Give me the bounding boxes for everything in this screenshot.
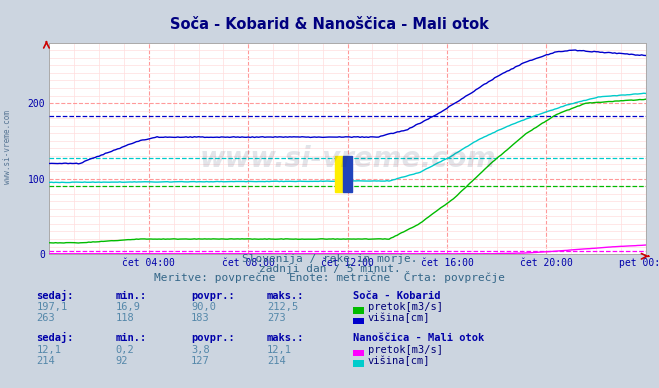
Text: 90,0: 90,0 (191, 302, 216, 312)
Text: povpr.:: povpr.: (191, 333, 235, 343)
Text: 214: 214 (36, 356, 55, 366)
Text: maks.:: maks.: (267, 333, 304, 343)
Text: 0,2: 0,2 (115, 345, 134, 355)
Text: 118: 118 (115, 313, 134, 323)
Text: Nanoščica - Mali otok: Nanoščica - Mali otok (353, 333, 484, 343)
Text: višina[cm]: višina[cm] (368, 313, 430, 323)
Text: Soča - Kobarid & Nanoščica - Mali otok: Soča - Kobarid & Nanoščica - Mali otok (170, 17, 489, 33)
Text: 92: 92 (115, 356, 128, 366)
Text: min.:: min.: (115, 333, 146, 343)
Bar (343, 156, 352, 192)
Text: 273: 273 (267, 313, 285, 323)
Text: 263: 263 (36, 313, 55, 323)
Text: www.si-vreme.com: www.si-vreme.com (200, 145, 496, 173)
Text: 12,1: 12,1 (267, 345, 292, 355)
Bar (335, 156, 343, 192)
Text: min.:: min.: (115, 291, 146, 301)
Text: 183: 183 (191, 313, 210, 323)
Text: pretok[m3/s]: pretok[m3/s] (368, 302, 443, 312)
Text: www.si-vreme.com: www.si-vreme.com (3, 111, 13, 184)
Text: zadnji dan / 5 minut.: zadnji dan / 5 minut. (258, 263, 401, 274)
Text: Soča - Kobarid: Soča - Kobarid (353, 291, 440, 301)
Text: 12,1: 12,1 (36, 345, 61, 355)
Text: 212,5: 212,5 (267, 302, 298, 312)
Text: 214: 214 (267, 356, 285, 366)
Text: povpr.:: povpr.: (191, 291, 235, 301)
Text: maks.:: maks.: (267, 291, 304, 301)
Text: 197,1: 197,1 (36, 302, 67, 312)
Text: 3,8: 3,8 (191, 345, 210, 355)
Text: pretok[m3/s]: pretok[m3/s] (368, 345, 443, 355)
Text: Meritve: povprečne  Enote: metrične  Črta: povprečje: Meritve: povprečne Enote: metrične Črta:… (154, 271, 505, 283)
Text: 16,9: 16,9 (115, 302, 140, 312)
Text: višina[cm]: višina[cm] (368, 355, 430, 366)
Text: 127: 127 (191, 356, 210, 366)
Text: sedaj:: sedaj: (36, 333, 74, 343)
Text: Slovenija / reke in morje.: Slovenija / reke in morje. (242, 254, 417, 264)
Text: sedaj:: sedaj: (36, 290, 74, 301)
